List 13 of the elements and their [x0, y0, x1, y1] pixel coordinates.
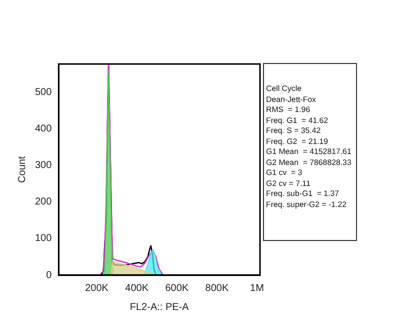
x-tick-label: 800K	[205, 282, 229, 294]
y-tick-label: 0	[46, 270, 52, 281]
y-tick-label: 400	[34, 123, 52, 134]
y-tick-label: 100	[34, 233, 52, 244]
y-tick-label: 500	[34, 86, 52, 98]
x-tick-label: 1M	[250, 282, 264, 294]
y-axis-title: Count	[16, 156, 28, 183]
x-tick-label: 600K	[165, 282, 189, 294]
y-tick-label: 300	[34, 160, 52, 172]
y-tick-label: 200	[34, 196, 52, 208]
x-tick-label: 200K	[85, 282, 109, 294]
x-axis-title: FL2-A:: PE-A	[130, 302, 190, 313]
x-tick-label: 400K	[125, 282, 149, 294]
